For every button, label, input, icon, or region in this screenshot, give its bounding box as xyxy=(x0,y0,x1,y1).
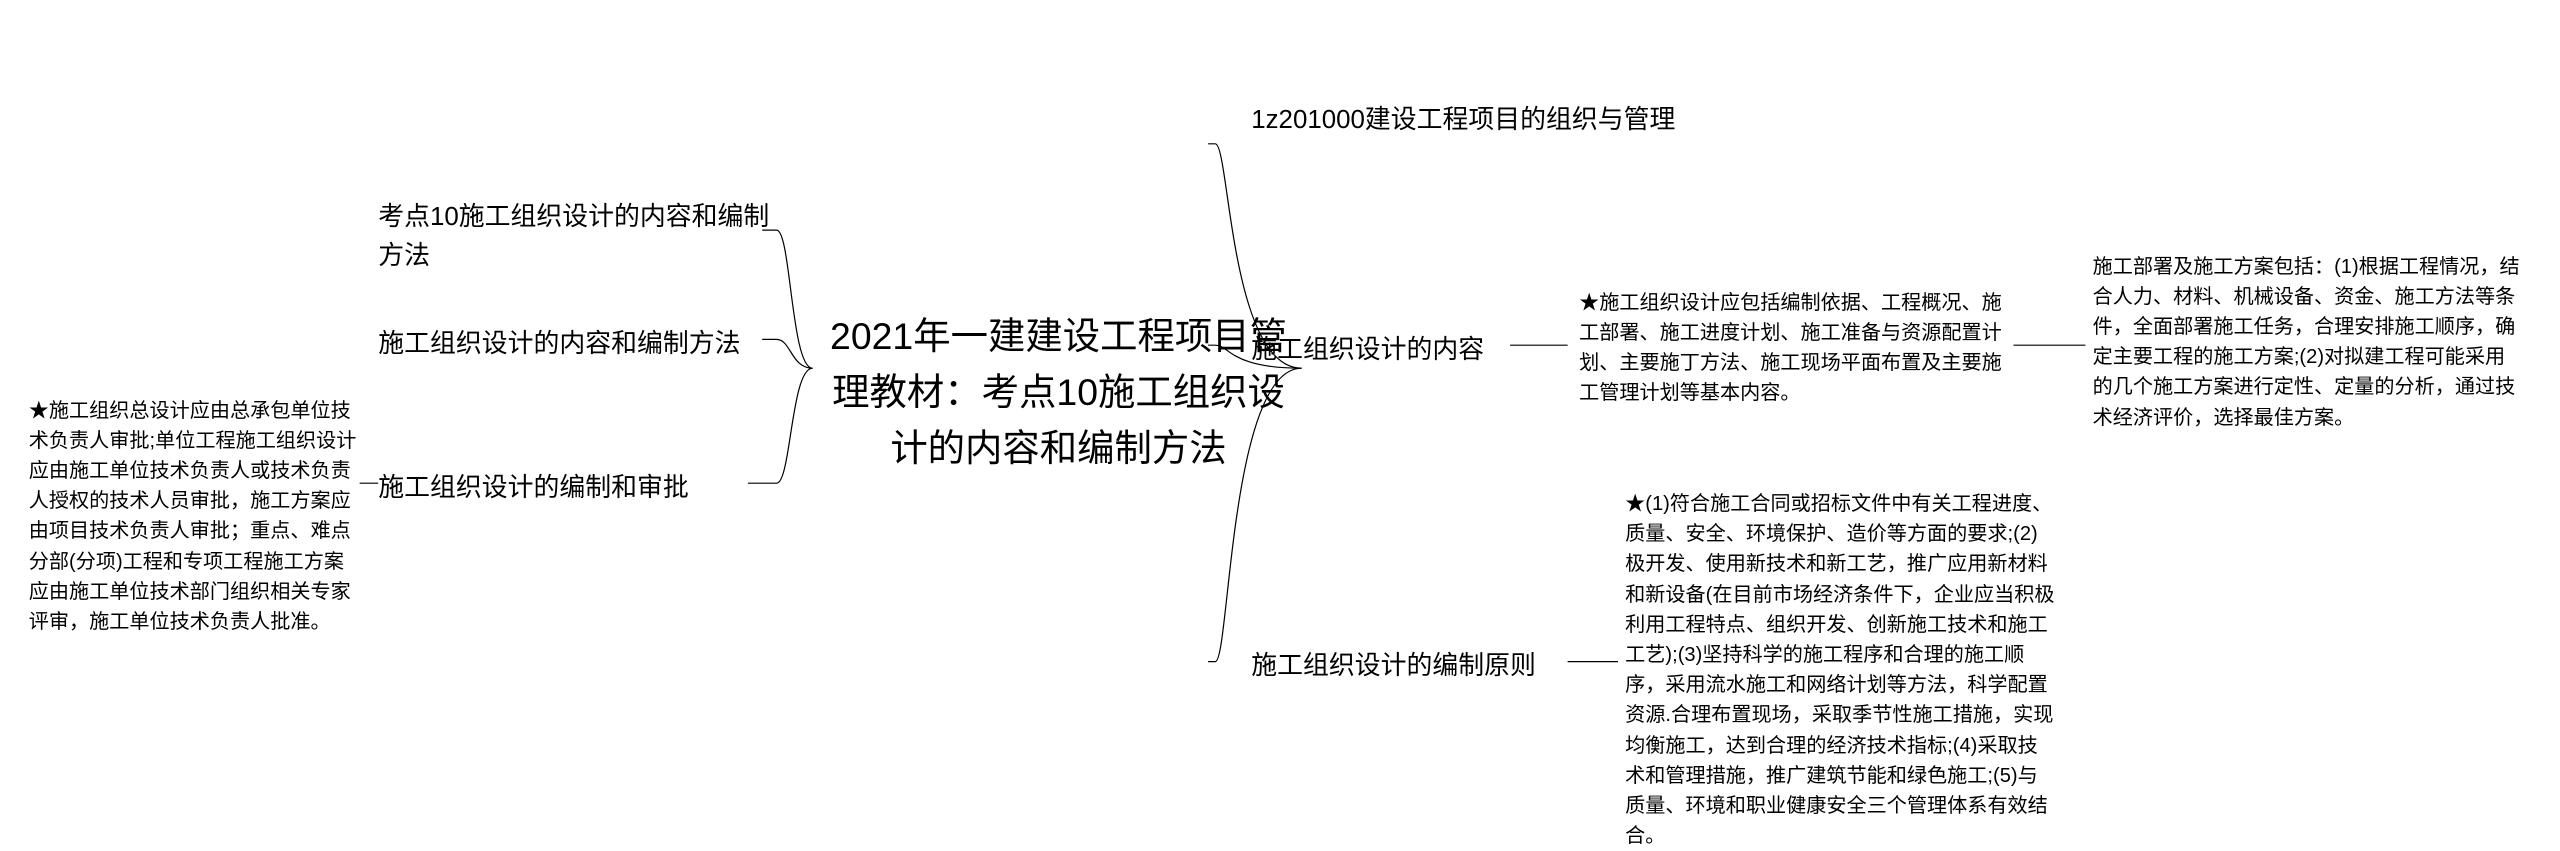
right-branch-1: 1z201000建设工程项目的组织与管理 xyxy=(1251,101,1682,140)
connector-path xyxy=(748,368,813,483)
right-branch-2: 施工组织设计的内容 xyxy=(1251,331,1539,370)
left-branch-3: 施工组织设计的编制和审批 xyxy=(378,469,752,508)
left-branch-3-detail: ★施工组织总设计应由总承包单位技术负责人审批;单位工程施工组织设计应由施工单位技… xyxy=(29,396,360,638)
right-branch-3: 施工组织设计的编制原则 xyxy=(1251,647,1596,686)
right-branch-3-detail: ★(1)符合施工合同或招标文件中有关工程进度、质量、安全、环境保护、造价等方面的… xyxy=(1625,489,2056,851)
left-branch-1: 考点10施工组织设计的内容和编制方法 xyxy=(378,198,781,276)
right-branch-2-detail-2: 施工部署及施工方案包括：(1)根据工程情况，结合人力、材料、机械设备、资金、施工… xyxy=(2093,252,2524,433)
center-node: 2021年一建建设工程项目管理教材：考点10施工组织设计的内容和编制方法 xyxy=(814,308,1303,476)
left-branch-2: 施工组织设计的内容和编制方法 xyxy=(378,325,809,364)
right-branch-2-detail: ★施工组织设计应包括编制依据、工程概况、施工部署、施工进度计划、施工准备与资源配… xyxy=(1579,288,2010,409)
